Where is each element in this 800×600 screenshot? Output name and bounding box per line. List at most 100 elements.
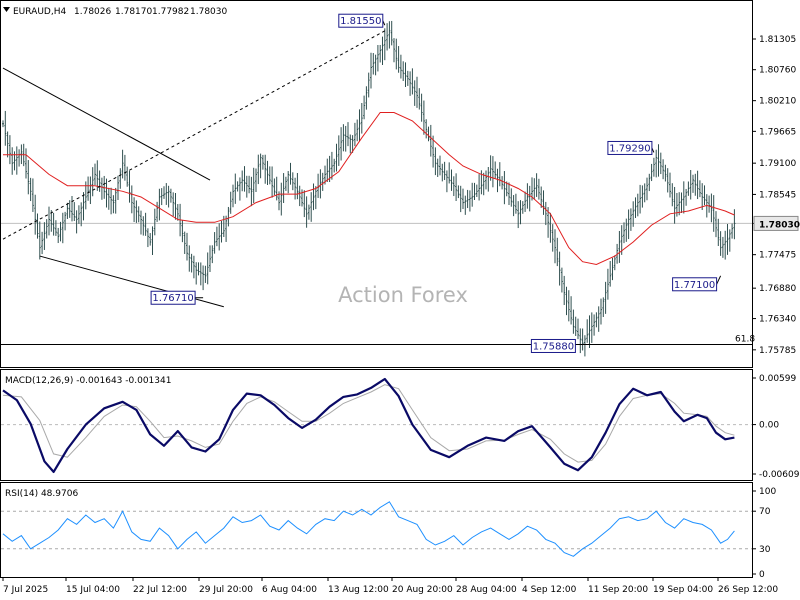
ohlc-bar xyxy=(611,257,614,281)
ohlc-bar xyxy=(542,190,545,215)
ohlc-bar xyxy=(144,212,147,236)
ohlc-bar xyxy=(57,227,60,244)
rsi-tick-label: 100 xyxy=(759,487,776,497)
ohlc-bar xyxy=(137,206,140,223)
time-tick-label: 15 Jul 04:00 xyxy=(66,585,120,595)
ohlc-bar xyxy=(577,318,579,340)
ohlc-bar xyxy=(641,185,644,208)
trendline-2[interactable] xyxy=(2,30,386,240)
ohlc-bar xyxy=(496,168,499,193)
price-label-text: 1.75880 xyxy=(533,341,574,352)
ohlc-bar xyxy=(627,209,630,240)
ohlc-bar xyxy=(399,54,402,79)
ohlc-bar xyxy=(590,312,593,343)
ohlc-bar xyxy=(427,126,430,142)
ohlc-bar xyxy=(494,161,497,179)
price-label: 1.75880 xyxy=(530,338,576,353)
ohlc-bar xyxy=(197,262,200,276)
ohlc-bar xyxy=(80,202,83,227)
ohlc-bar xyxy=(158,188,161,221)
time-tick-label: 7 Jul 2025 xyxy=(3,585,48,595)
ohlc-bar xyxy=(406,70,409,86)
ohlc-bar xyxy=(402,61,405,81)
trendline-0[interactable] xyxy=(2,67,211,181)
ohlc-bar xyxy=(503,171,506,205)
price-tick-label: 1.78545 xyxy=(759,190,796,200)
current-price-label: 1.78030 xyxy=(759,220,800,230)
price-tick-label: 1.79665 xyxy=(759,127,796,137)
ohlc-bar xyxy=(652,157,655,177)
ohlc-bar xyxy=(188,245,191,272)
price-panel-frame xyxy=(0,0,753,368)
ohlc-bar xyxy=(365,86,368,110)
ohlc-bar xyxy=(213,232,216,254)
ohlc-bar xyxy=(710,193,713,223)
time-tick-label: 19 Sep 04:00 xyxy=(653,585,713,595)
ohlc-bar xyxy=(678,192,681,216)
ohlc-bar xyxy=(379,44,382,63)
ohlc-bar xyxy=(478,174,481,201)
ohlc-bar xyxy=(639,184,642,214)
ohlc-bar xyxy=(199,262,202,286)
ohlc-bar xyxy=(142,216,145,236)
ohlc-bar xyxy=(383,28,386,61)
ohlc-bar xyxy=(335,143,338,172)
rsi-tick-label: 70 xyxy=(759,507,771,517)
ohlc-bar xyxy=(165,183,168,205)
price-label-text: 1.76710 xyxy=(152,293,193,304)
triangle-down-icon[interactable] xyxy=(3,7,10,12)
macd-tick-label: 0.00 xyxy=(759,421,779,431)
price-label: 1.79290 xyxy=(607,140,655,155)
ohlc-bar xyxy=(257,154,260,185)
ohlc-bar xyxy=(526,183,529,209)
rsi-panel xyxy=(0,482,753,578)
ohlc-bar xyxy=(666,168,669,193)
ohlc-bar xyxy=(206,252,209,285)
ohlc-bar xyxy=(121,149,124,179)
ohlc-bar xyxy=(386,23,389,51)
ohlc-bar xyxy=(71,196,73,222)
ohlc-bar xyxy=(273,178,276,196)
time-tick-label: 29 Jul 20:00 xyxy=(199,585,253,595)
ohlc-bar xyxy=(372,53,375,75)
macd-tick-label: -0.006095 xyxy=(759,470,800,480)
ohlc-bar xyxy=(294,177,297,200)
ohlc-bar xyxy=(112,195,115,214)
ohlc-bar xyxy=(50,210,53,232)
ohlc-bar xyxy=(655,149,658,178)
ohlc-bar xyxy=(664,164,667,182)
time-tick-label: 4 Sep 12:00 xyxy=(522,585,577,595)
price-label-text: 1.81550 xyxy=(340,16,381,27)
ohlc-bar xyxy=(395,38,398,70)
ohlc-bar xyxy=(243,166,246,192)
ohlc-bar xyxy=(153,208,156,236)
ohlc-bar xyxy=(473,182,476,201)
ohlc-bar xyxy=(75,210,78,234)
ohlc-bar xyxy=(452,176,455,197)
ohlc-bar xyxy=(54,220,57,236)
ohlc-bar xyxy=(719,231,722,256)
ohlc-bar xyxy=(420,93,423,122)
ohlc-bar xyxy=(287,171,290,194)
ohlc-bar xyxy=(708,195,711,213)
ohlc-bar xyxy=(632,201,635,227)
ohlc-bar xyxy=(363,95,366,120)
ohlc-bar xyxy=(597,306,600,332)
ohlc-bar xyxy=(328,155,331,183)
ohlc-bar xyxy=(466,189,469,209)
ohlc-bar xyxy=(6,131,9,158)
rsi-line xyxy=(2,501,735,557)
ohlc-bar xyxy=(659,152,662,175)
rsi-tick-label: 0 xyxy=(759,570,765,580)
ohlc-bar xyxy=(220,220,223,243)
ohlc-bar xyxy=(604,281,607,314)
ohlc-bar xyxy=(291,172,294,191)
ohlc-bar xyxy=(268,166,271,185)
price-tick-label: 1.80760 xyxy=(759,66,796,76)
price-tick-label: 1.81305 xyxy=(759,35,796,45)
ohlc-bar xyxy=(696,170,699,200)
time-tick-label: 11 Sep 20:00 xyxy=(588,585,648,595)
price-label: 1.76710 xyxy=(150,290,204,305)
ohlc-bar xyxy=(703,185,706,206)
ohlc-bar xyxy=(643,183,646,203)
